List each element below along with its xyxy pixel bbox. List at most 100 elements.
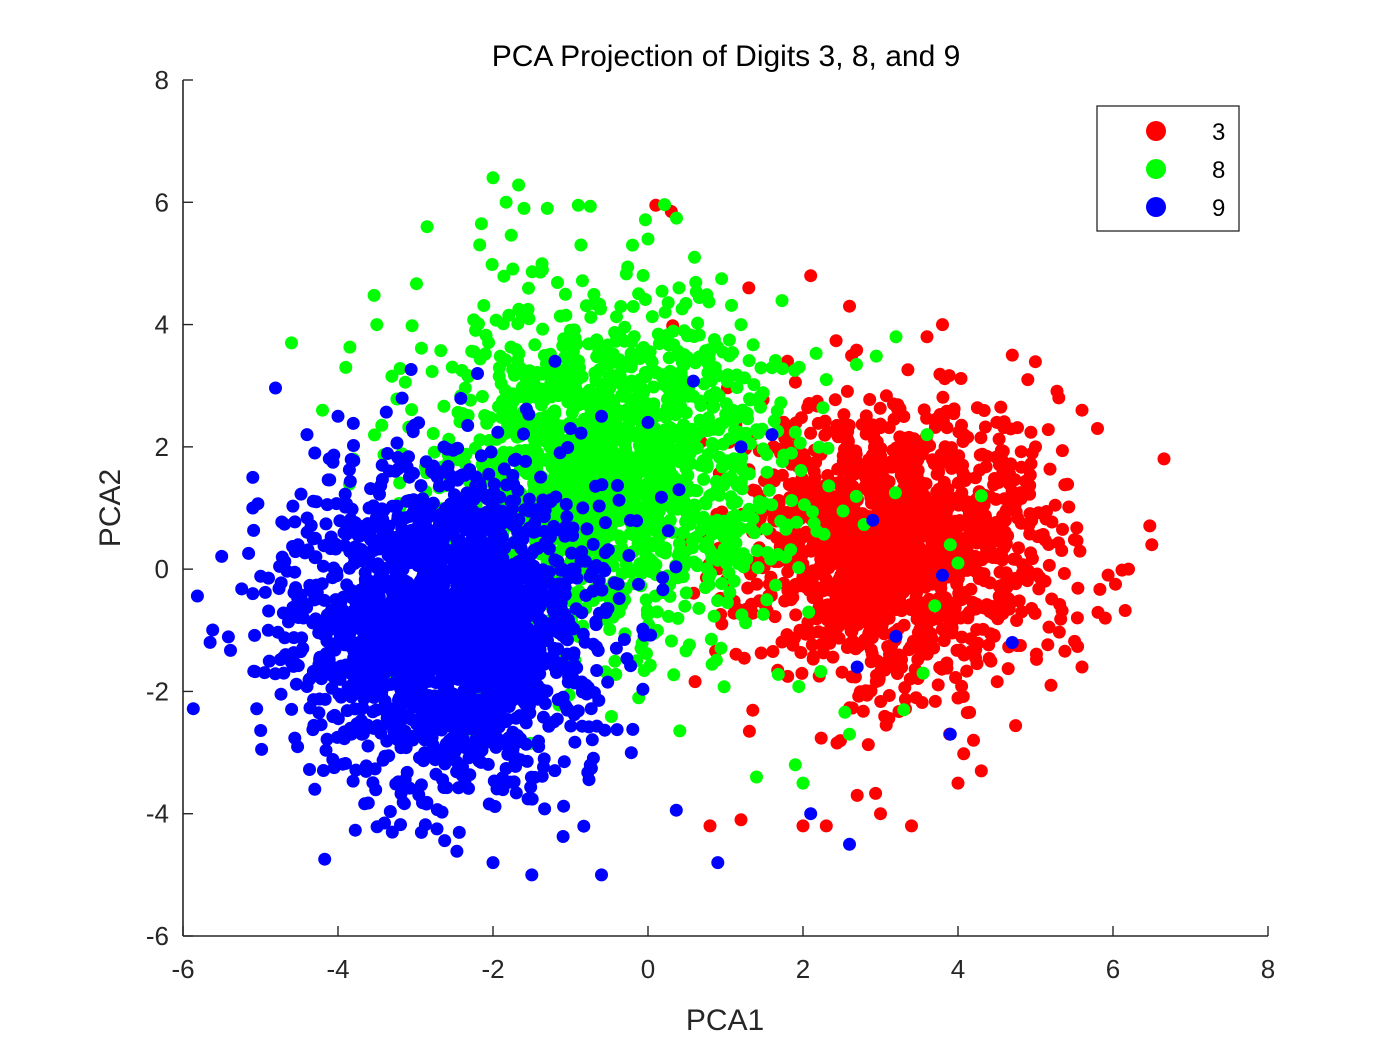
- data-point-8: [819, 373, 833, 387]
- data-point-3: [780, 628, 794, 642]
- data-point-9: [344, 453, 358, 466]
- data-point-3: [1055, 444, 1069, 458]
- data-point-9: [489, 740, 503, 754]
- data-point-3: [990, 415, 1004, 429]
- data-point-8: [667, 668, 681, 682]
- data-point-8: [316, 403, 329, 417]
- data-point-8: [516, 309, 529, 323]
- data-point-9: [598, 546, 612, 560]
- data-point-9: [384, 677, 398, 691]
- data-point-9: [303, 763, 316, 776]
- data-point-9: [656, 571, 670, 585]
- data-point-3: [904, 509, 917, 523]
- data-point-8: [750, 544, 764, 558]
- data-point-8: [651, 438, 665, 452]
- data-point-3: [909, 598, 923, 612]
- data-point-9: [186, 702, 200, 716]
- data-point-9: [437, 781, 451, 794]
- data-point-8: [916, 666, 930, 680]
- data-point-8: [604, 710, 618, 723]
- data-point-8: [812, 440, 826, 454]
- data-point-3: [992, 589, 1006, 603]
- data-point-8: [393, 362, 407, 375]
- data-point-9: [580, 522, 594, 536]
- data-point-8: [792, 561, 806, 575]
- data-point-3: [1014, 460, 1028, 474]
- data-point-3: [957, 747, 971, 761]
- data-point-9: [391, 775, 405, 789]
- data-point-3: [1041, 423, 1055, 437]
- data-point-3: [931, 678, 945, 692]
- data-point-9: [509, 452, 523, 466]
- data-point-9: [286, 499, 300, 513]
- data-point-9: [326, 753, 340, 766]
- data-point-3: [838, 442, 851, 456]
- data-point-8: [692, 601, 706, 615]
- data-point-3: [928, 538, 941, 552]
- data-point-9: [341, 680, 355, 694]
- data-point-3: [954, 535, 968, 549]
- data-point-8: [838, 705, 852, 719]
- data-point-3: [969, 471, 982, 485]
- data-point-3: [849, 447, 863, 461]
- data-point-8: [405, 319, 419, 333]
- data-point-8: [626, 238, 639, 252]
- data-point-8: [639, 463, 653, 477]
- data-point-8: [626, 524, 640, 538]
- data-point-9: [346, 416, 360, 430]
- data-point-8: [802, 605, 816, 619]
- data-point-8: [785, 494, 799, 507]
- data-point-9: [507, 750, 521, 763]
- data-point-8: [455, 364, 469, 377]
- data-point-3: [1071, 640, 1085, 653]
- data-point-9: [340, 578, 354, 592]
- data-point-8: [702, 352, 716, 366]
- data-point-8: [486, 171, 500, 185]
- data-point-3: [1062, 500, 1076, 514]
- data-point-8: [572, 392, 586, 405]
- data-point-8: [636, 269, 650, 282]
- data-point-8: [717, 680, 731, 694]
- data-point-9: [454, 391, 468, 405]
- data-point-3: [1014, 445, 1028, 459]
- data-point-9: [323, 535, 337, 549]
- data-point-8: [687, 555, 701, 569]
- data-point-3: [864, 624, 878, 638]
- data-point-8: [697, 377, 711, 391]
- data-point-9: [654, 490, 668, 504]
- data-point-8: [658, 198, 672, 212]
- data-point-3: [942, 501, 955, 514]
- data-point-8: [624, 360, 638, 374]
- data-point-9: [586, 537, 600, 551]
- data-point-3: [825, 631, 839, 645]
- data-point-8: [398, 375, 412, 389]
- data-point-8: [750, 770, 763, 784]
- data-point-3: [978, 420, 992, 434]
- data-point-3: [843, 299, 856, 313]
- data-point-9: [274, 687, 288, 701]
- data-point-8: [583, 199, 597, 213]
- data-point-8: [370, 318, 384, 332]
- data-point-3: [1033, 571, 1047, 584]
- data-point-8: [760, 448, 774, 461]
- data-point-8: [723, 586, 737, 599]
- data-point-8: [727, 547, 741, 561]
- data-point-8: [473, 352, 487, 366]
- data-point-8: [497, 445, 511, 459]
- data-point-8: [482, 336, 496, 350]
- data-point-8: [704, 632, 718, 646]
- data-point-3: [996, 462, 1010, 476]
- data-point-9: [439, 737, 453, 751]
- data-point-8: [705, 657, 719, 671]
- data-point-8: [647, 397, 661, 411]
- data-point-9: [258, 666, 272, 680]
- data-point-8: [775, 294, 789, 308]
- data-point-9: [509, 786, 523, 800]
- data-point-8: [659, 410, 673, 424]
- data-point-8: [499, 195, 513, 209]
- data-point-9: [394, 559, 408, 573]
- data-point-3: [1024, 425, 1038, 439]
- data-point-8: [736, 547, 750, 561]
- data-point-8: [566, 344, 580, 358]
